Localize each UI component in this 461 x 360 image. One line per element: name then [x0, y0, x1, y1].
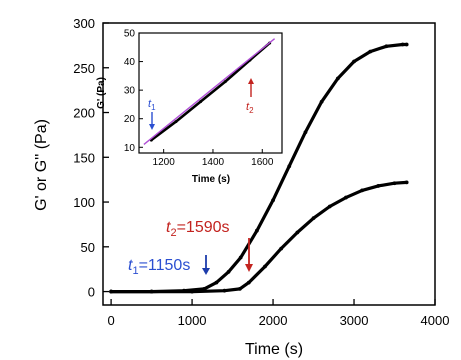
- series-0-point-8: [271, 198, 275, 203]
- series-0-point-14: [368, 49, 373, 54]
- series-0-point-17: [404, 42, 409, 47]
- x-tick-label-0: 0: [107, 313, 114, 328]
- x-tick-label-2: 2000: [259, 313, 288, 328]
- series-1-point-15: [404, 180, 409, 185]
- inset-y-tick-label-2: 30: [124, 86, 136, 97]
- series-0-point-12: [335, 76, 340, 81]
- inset-y-tick-label-0: 10: [124, 143, 136, 154]
- series-1-point-12: [360, 188, 365, 193]
- inset-y-axis-title: G' (Pa): [96, 77, 107, 109]
- inset-x-axis-title: Time (s): [192, 174, 230, 185]
- series-1-point-14: [392, 181, 397, 186]
- svg-text:t2=1590s: t2=1590s: [166, 219, 230, 239]
- series-0-point-10: [303, 130, 308, 135]
- series-0-point-13: [352, 59, 356, 64]
- series-0-point-6: [238, 255, 243, 260]
- inset-series-0-point-1: [174, 120, 178, 124]
- inset-series-0-point-3: [223, 80, 227, 84]
- inset-annotation-t1-arrowhead: [149, 124, 155, 130]
- main-plot-frame: [102, 22, 436, 306]
- series-line-1: [109, 180, 409, 294]
- series-1-point-1: [149, 289, 154, 294]
- inset-x-tick-label-0: 1200: [153, 157, 176, 168]
- inset-y-tick-label-4: 50: [124, 29, 136, 40]
- y-tick-label-6: 300: [73, 16, 95, 31]
- series-0-point-5: [226, 269, 231, 274]
- inset-annotation-t2-arrowhead: [248, 78, 254, 84]
- series-0-point-9: [287, 164, 292, 169]
- series-1-point-13: [376, 184, 381, 188]
- svg-text:t2: t2: [246, 101, 254, 115]
- svg-text:t1: t1: [148, 98, 156, 112]
- series-line-0: [109, 42, 409, 294]
- series-1-point-10: [327, 204, 332, 209]
- series-1-point-3: [222, 288, 227, 293]
- series-1-point-6: [263, 264, 267, 269]
- y-axis-title: G' or G'' (Pa): [33, 119, 50, 211]
- series-0-point-15: [384, 44, 389, 49]
- series-1-point-7: [279, 246, 284, 251]
- inset-series-0-point-2: [199, 100, 203, 104]
- annotation-t2-arrowhead: [245, 264, 253, 272]
- x-tick-label-4: 4000: [421, 313, 450, 328]
- series-1-point-4: [237, 286, 242, 291]
- inset-series-line-0: [150, 42, 271, 142]
- series-0-point-11: [319, 99, 324, 104]
- series-0-point-4: [214, 280, 219, 285]
- inset-series-group: [143, 38, 276, 145]
- y-tick-label-5: 250: [73, 61, 95, 76]
- series-0-point-7: [254, 228, 259, 233]
- y-tick-label-0: 0: [88, 285, 95, 300]
- inset-y-tick-label-1: 20: [124, 114, 136, 125]
- y-tick-label-2: 100: [73, 195, 95, 210]
- annotation-t1-arrowhead: [202, 268, 210, 275]
- inset-x-tick-label-1: 1400: [202, 157, 225, 168]
- inset-annotation-t2: t2: [246, 78, 254, 115]
- y-tick-label-4: 200: [73, 106, 95, 121]
- svg-text:t1=1150s: t1=1150s: [128, 257, 190, 277]
- series-1-point-0: [109, 289, 113, 294]
- series-1-point-9: [311, 216, 316, 221]
- x-axis-title: Time (s): [245, 341, 303, 358]
- inset-x-tick-label-2: 1600: [251, 157, 274, 168]
- x-tick-label-1: 1000: [178, 313, 207, 328]
- series-1-point-8: [295, 230, 300, 235]
- y-tick-label-1: 50: [81, 240, 95, 255]
- inset-axis-ticks: 1200 1400 1600 10 20 30 40 50: [124, 29, 274, 169]
- annotation-t2: t2=1590s: [166, 219, 253, 272]
- inset-series-line-1: [143, 38, 276, 145]
- series-1-point-11: [344, 195, 348, 200]
- y-tick-label-3: 150: [73, 150, 95, 165]
- series-0-point-16: [400, 42, 405, 47]
- inset-annotation-t1: t1: [148, 98, 156, 130]
- main-axis-ticks: 0 1000 2000 3000 4000 0 50 100 150 200 250 300: [73, 16, 449, 328]
- series-1-point-5: [246, 280, 251, 285]
- series-1-point-2: [190, 289, 194, 294]
- x-tick-label-3: 3000: [340, 313, 369, 328]
- main-series-group: [109, 42, 409, 294]
- inset-y-tick-label-3: 40: [124, 57, 136, 68]
- annotation-t1: t1=1150s: [128, 255, 210, 277]
